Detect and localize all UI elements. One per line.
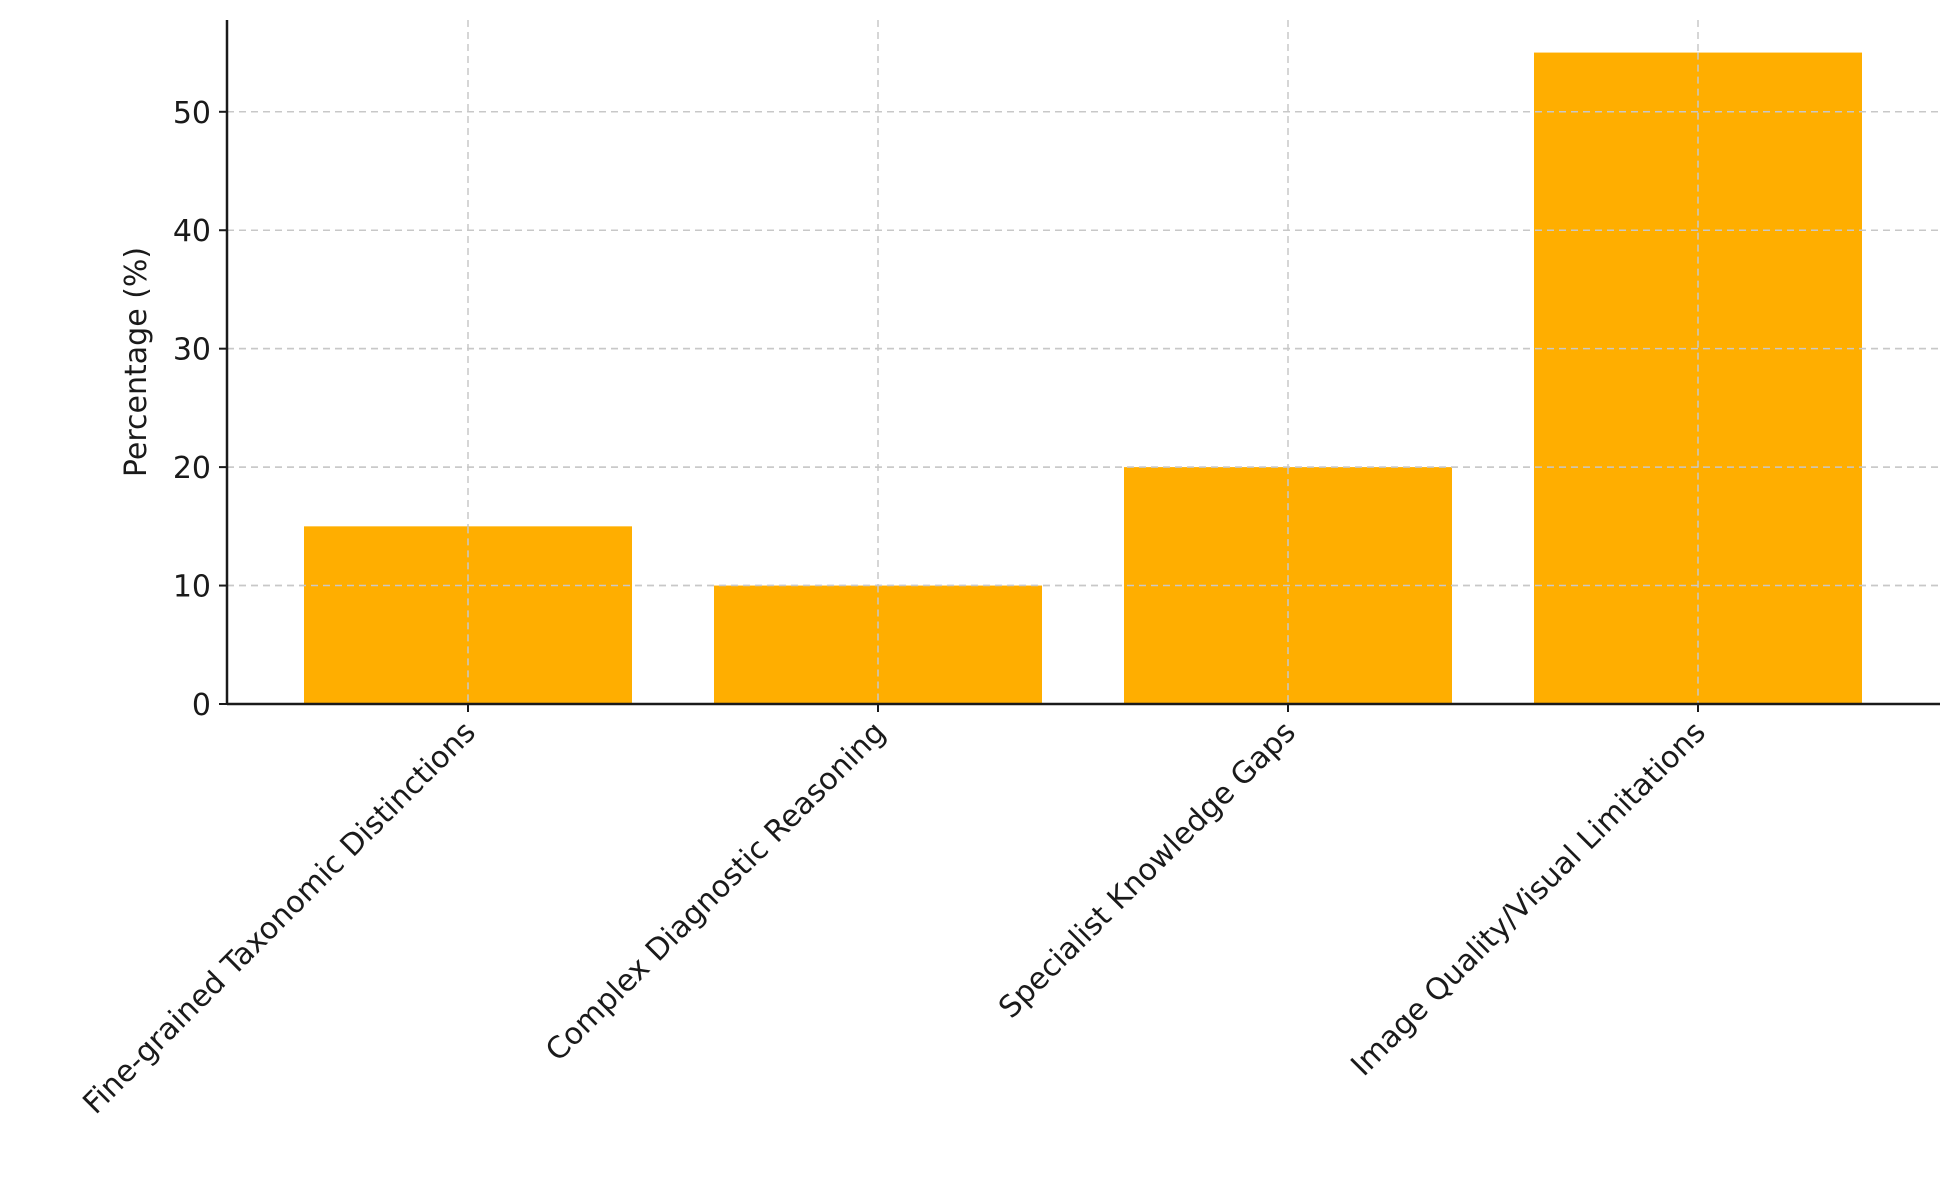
y-tick-label: 50 [173, 96, 211, 131]
x-tick-label: Image Quality/Visual Limitations [1344, 715, 1712, 1083]
x-ticks: Fine-grained Taxonomic Distinctions Compl… [76, 704, 1713, 1121]
y-tick-label: 40 [173, 214, 211, 249]
x-tick-label: Complex Diagnostic Reasoning [539, 715, 892, 1068]
y-tick-label: 20 [173, 451, 211, 486]
x-tick-label: Specialist Knowledge Gaps [992, 715, 1302, 1025]
y-axis-title: Percentage (%) [119, 247, 154, 477]
y-tick-label: 30 [173, 333, 211, 368]
x-tick-label: Fine-grained Taxonomic Distinctions [76, 715, 482, 1121]
y-ticks: 0 10 20 30 40 50 [173, 96, 227, 723]
bars [227, 52, 1940, 705]
y-tick-label: 10 [173, 570, 211, 605]
axes [225, 20, 1940, 706]
y-tick-label: 0 [192, 688, 211, 723]
